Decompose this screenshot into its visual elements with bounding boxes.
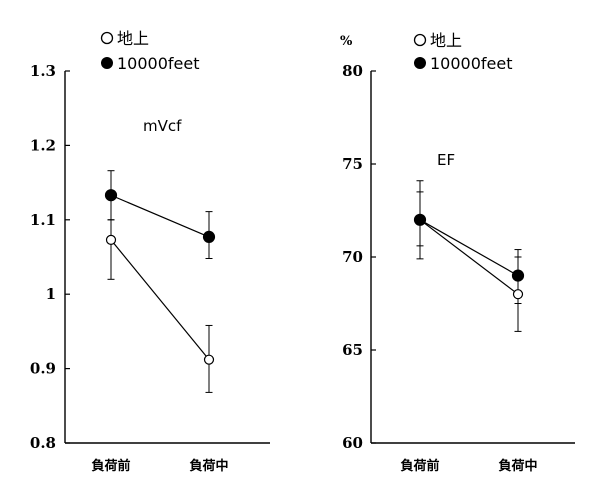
data-point-10000feet: [202, 230, 216, 244]
data-point-10000feet: [104, 189, 118, 202]
data-point-ground: [105, 234, 117, 245]
x-tick-label: 負荷中: [498, 458, 537, 474]
y-tick-label: 70: [342, 248, 363, 266]
series-line-ground: [110, 239, 210, 361]
series-line-10000feet: [419, 219, 519, 277]
y-unit-label: %: [340, 34, 353, 49]
legend-label-ground: 地上: [430, 31, 462, 50]
legend-open-marker: [100, 31, 114, 45]
data-point-10000feet: [413, 213, 427, 226]
legend-label-10000feet: 10000feet: [430, 54, 513, 73]
y-tick-label: 0.8: [30, 434, 56, 452]
y-tick-label: 60: [342, 434, 363, 452]
chart-title: EF: [437, 151, 455, 169]
y-tick-label: 1.2: [30, 136, 56, 154]
legend-open-marker: [413, 33, 427, 47]
y-tick-label: 1.1: [30, 211, 56, 229]
y-tick-label: 65: [342, 341, 363, 359]
legend-label-ground: 地上: [117, 29, 149, 48]
legend-label-10000feet: 10000feet: [117, 54, 200, 73]
x-tick-label: 負荷前: [400, 458, 439, 474]
y-tick-label: 0.9: [30, 360, 56, 378]
chart-title: mVcf: [143, 117, 182, 135]
x-tick-label: 負荷前: [91, 458, 130, 474]
x-tick-label: 負荷中: [189, 458, 228, 474]
series-line-ground: [419, 219, 519, 295]
series-line-10000feet: [110, 194, 210, 238]
data-point-10000feet: [511, 269, 525, 282]
data-point-ground: [512, 289, 524, 300]
y-tick-label: 1.3: [30, 62, 56, 80]
y-tick-label: 75: [342, 155, 363, 173]
legend-filled-marker: [414, 57, 426, 69]
data-point-ground: [203, 354, 215, 365]
legend-filled-marker: [101, 57, 113, 69]
y-tick-label: 1: [46, 285, 56, 303]
y-tick-label: 80: [342, 62, 363, 80]
